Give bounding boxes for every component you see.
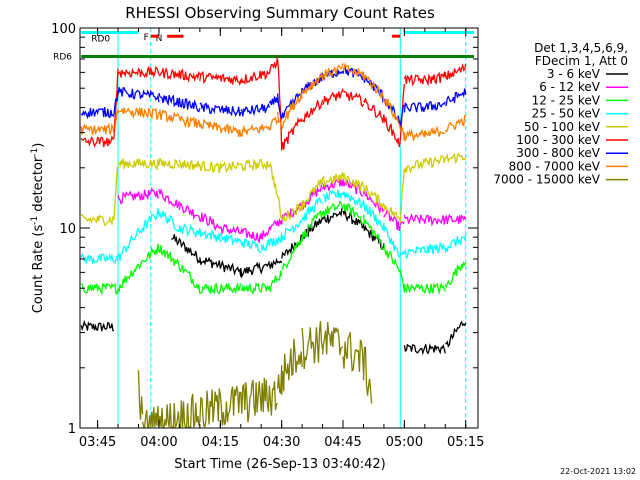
legend-label-6: 300 - 800 keV — [516, 146, 600, 160]
axes: 1 10 100 03:45 04:00 04:15 04:30 04:45 05:00 05:1… — [51, 22, 484, 450]
series-0 — [80, 207, 467, 356]
series-6 — [80, 63, 467, 128]
series-1 — [117, 177, 467, 245]
series-line-0 — [80, 207, 467, 356]
flag-rd6-label: RD6 — [53, 53, 72, 63]
x-tick-label-0: 03:45 — [79, 435, 116, 450]
series-2 — [80, 200, 467, 296]
series-8 — [137, 321, 373, 430]
legend: Det 1,3,4,5,6,9,FDecim 1, Att 03 - 6 keV… — [493, 41, 628, 187]
series-line-1 — [117, 177, 467, 245]
series-line-8 — [137, 321, 373, 430]
series-line-7 — [80, 62, 466, 143]
x-tick-label-1: 04:00 — [140, 435, 177, 450]
series-line-6 — [80, 63, 467, 128]
y-label-part: -1 — [30, 148, 40, 157]
series-7 — [80, 62, 466, 143]
y-axis-label: Count Rate (s-1 detector-1) — [30, 143, 46, 314]
series-3 — [80, 189, 467, 264]
y-tick-label-2: 100 — [51, 22, 76, 37]
legend-label-1: 6 - 12 keV — [539, 80, 601, 94]
series-line-5 — [80, 55, 467, 151]
x-tick-label-4: 04:45 — [324, 435, 361, 450]
legend-header-1: FDecim 1, Att 0 — [535, 54, 628, 68]
y-tick-label-0: 1 — [68, 422, 76, 437]
series-line-4 — [80, 152, 467, 226]
series-5 — [80, 55, 467, 151]
y-tick-label-1: 10 — [59, 222, 76, 237]
x-tick-label-5: 05:00 — [386, 435, 423, 450]
x-tick-label-6: 05:15 — [447, 435, 484, 450]
flag-f-label: F — [144, 33, 149, 43]
y-label-part: ) — [31, 143, 46, 148]
legend-label-8: 7000 - 15000 keV — [493, 173, 600, 187]
legend-label-5: 100 - 300 keV — [516, 133, 600, 147]
x-tick-label-2: 04:15 — [202, 435, 239, 450]
legend-header-0: Det 1,3,4,5,6,9, — [534, 41, 628, 55]
series-4 — [80, 152, 467, 226]
legend-label-0: 3 - 6 keV — [547, 67, 601, 81]
x-tick-label-3: 04:30 — [263, 435, 300, 450]
series-line-3 — [80, 189, 467, 264]
y-label-part: -1 — [30, 216, 40, 225]
flag-n-label: N — [156, 34, 163, 44]
legend-label-3: 25 - 50 keV — [532, 107, 601, 121]
legend-label-2: 12 - 25 keV — [532, 93, 601, 107]
plot-area: RD0 NF RD6 — [53, 28, 474, 430]
chart-title: RHESSI Observing Summary Count Rates — [125, 4, 435, 22]
series-line-2 — [80, 200, 467, 296]
legend-label-7: 800 - 7000 keV — [509, 159, 601, 173]
y-label-part: Count Rate (s — [31, 225, 46, 314]
flag-rd0-label: RD0 — [91, 34, 110, 44]
footer-date: 22-Oct-2021 13:02 — [560, 467, 636, 476]
legend-label-4: 50 - 100 keV — [524, 120, 601, 134]
y-label-part: detector — [31, 156, 46, 216]
x-axis-label: Start Time (26-Sep-13 03:40:42) — [174, 457, 385, 472]
